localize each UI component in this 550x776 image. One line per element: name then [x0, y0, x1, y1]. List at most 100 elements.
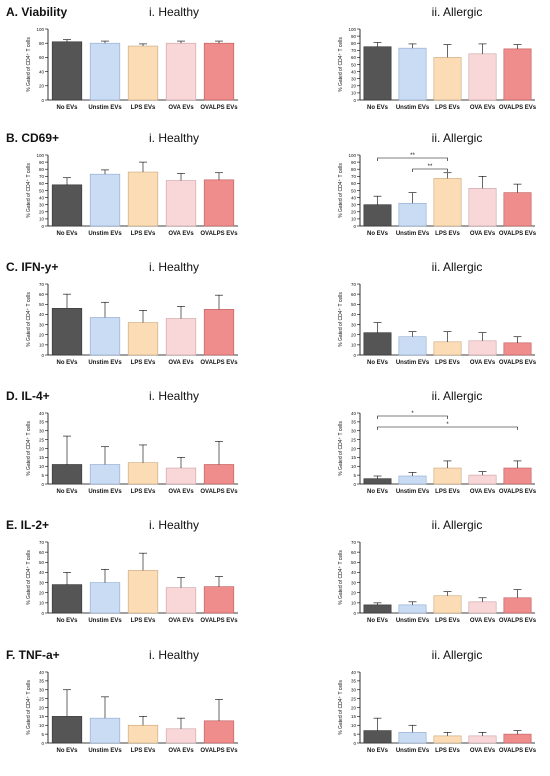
y-tick-label: 40 — [351, 570, 357, 575]
bar — [363, 46, 392, 101]
x-tick-label: Unstim EVs — [396, 105, 430, 111]
y-tick-label: 100 — [36, 27, 44, 32]
bar — [165, 467, 197, 485]
y-tick-label: 10 — [39, 217, 45, 222]
section-label: E. IL-2+ — [6, 518, 49, 532]
bar — [433, 341, 462, 356]
panel-allergic: ii. Allergic 0 10 20 30 40 50 60 70 80 90 100 % Gate… — [338, 5, 537, 111]
y-tick-label: 10 — [39, 343, 45, 348]
y-tick-label: 60 — [351, 292, 357, 297]
x-tick-label: Unstim EVs — [88, 231, 122, 237]
x-tick-label: Unstim EVs — [396, 618, 430, 624]
y-tick-label: 10 — [351, 464, 357, 469]
y-tick-label: 80 — [351, 167, 357, 172]
panel-allergic: ii. Allergic 0 10 20 30 40 50 60 70 % Gated of CD… — [338, 260, 537, 366]
bar — [51, 308, 83, 356]
panel-allergic: ii. Allergic 0 10 20 30 40 50 60 70 % Gated of CD… — [338, 518, 537, 624]
section-label: C. IFN-y+ — [6, 260, 58, 274]
y-tick-label: 35 — [39, 679, 45, 684]
panel-title: i. Healthy — [149, 648, 199, 662]
x-tick-label: OVA EVs — [168, 231, 194, 237]
bar — [398, 47, 427, 101]
y-axis-label: % Gated of CD4⁺ T cells — [26, 421, 32, 476]
x-tick-label: LPS EVs — [435, 748, 460, 754]
x-tick-label: OVALPS EVs — [200, 231, 238, 237]
y-tick-label: 60 — [351, 550, 357, 555]
panel-title: i. Healthy — [149, 5, 199, 19]
bar — [51, 184, 83, 227]
y-tick-label: 40 — [351, 195, 357, 200]
panel-title: ii. Allergic — [432, 389, 483, 403]
y-tick-label: 50 — [39, 560, 45, 565]
x-tick-label: No EVs — [367, 748, 389, 754]
x-tick-label: Unstim EVs — [396, 489, 430, 495]
bar — [203, 464, 235, 485]
panel-healthy: i. Healthy 0 5 10 15 20 25 30 35 40 % Gated of CD4… — [26, 648, 238, 754]
x-tick-label: No EVs — [367, 618, 389, 624]
bar — [503, 342, 532, 356]
bar — [398, 336, 427, 356]
y-axis-label: % Gated of CD4⁺ T cells — [26, 37, 32, 92]
y-axis-label: % Gated of CD4⁺ T cells — [26, 292, 32, 347]
y-tick-label: 30 — [39, 688, 45, 693]
y-tick-label: 20 — [351, 705, 357, 710]
y-tick-label: 40 — [39, 195, 45, 200]
y-tick-label: 50 — [351, 62, 357, 67]
x-tick-label: No EVs — [56, 231, 78, 237]
y-tick-label: 10 — [351, 601, 357, 606]
y-tick-label: 20 — [39, 705, 45, 710]
y-tick-label: 10 — [351, 723, 357, 728]
x-tick-label: Unstim EVs — [396, 748, 430, 754]
section-label: D. IL-4+ — [6, 389, 50, 403]
panel-title: ii. Allergic — [432, 5, 483, 19]
y-tick-label: 30 — [351, 322, 357, 327]
x-tick-label: OVA EVs — [168, 748, 194, 754]
bar — [51, 716, 83, 744]
bar — [127, 724, 159, 744]
x-tick-label: No EVs — [367, 489, 389, 495]
y-tick-label: 35 — [351, 420, 357, 425]
y-tick-label: 40 — [39, 69, 45, 74]
panel-allergic: ii. Allergic 0 5 10 15 20 25 30 35 40 % Gated of C… — [338, 648, 537, 754]
bar — [203, 309, 235, 356]
bar — [51, 584, 83, 614]
y-tick-label: 30 — [351, 203, 357, 208]
x-tick-label: LPS EVs — [435, 105, 460, 111]
x-tick-label: Unstim EVs — [88, 489, 122, 495]
y-tick-label: 30 — [39, 429, 45, 434]
significance-bracket — [377, 415, 448, 419]
bar — [127, 45, 159, 101]
y-tick-label: 0 — [41, 611, 44, 616]
x-tick-label: Unstim EVs — [88, 360, 122, 366]
y-axis-label: % Gated of CD4⁺ T cells — [338, 680, 344, 735]
x-tick-label: OVA EVs — [470, 618, 496, 624]
y-tick-label: 25 — [39, 437, 45, 442]
y-tick-label: 0 — [353, 611, 356, 616]
bar — [127, 570, 159, 614]
significance-label: ** — [428, 164, 433, 170]
x-tick-label: No EVs — [367, 360, 389, 366]
x-tick-label: No EVs — [56, 360, 78, 366]
y-tick-label: 0 — [353, 482, 356, 487]
bar — [503, 597, 532, 614]
bar — [398, 475, 427, 485]
bar — [433, 735, 462, 744]
y-tick-label: 70 — [39, 540, 45, 545]
y-tick-label: 5 — [41, 732, 44, 737]
bar — [363, 478, 392, 485]
x-tick-label: OVALPS EVs — [499, 360, 537, 366]
x-tick-label: OVA EVs — [168, 489, 194, 495]
y-tick-label: 20 — [351, 591, 357, 596]
x-tick-label: No EVs — [56, 489, 78, 495]
y-tick-label: 15 — [351, 455, 357, 460]
y-tick-label: 20 — [39, 333, 45, 338]
panel-title: i. Healthy — [149, 518, 199, 532]
x-tick-label: OVA EVs — [470, 231, 496, 237]
y-tick-label: 100 — [348, 27, 356, 32]
significance-label: ** — [410, 153, 415, 159]
y-tick-label: 30 — [39, 203, 45, 208]
y-tick-label: 50 — [351, 560, 357, 565]
y-tick-label: 25 — [351, 696, 357, 701]
x-tick-label: LPS EVs — [435, 618, 460, 624]
